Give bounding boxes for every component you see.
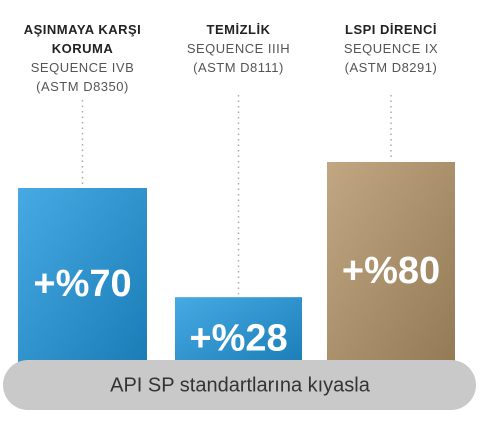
value-label: +%70 xyxy=(33,263,131,305)
category-title: LSPI DİRENCİ xyxy=(345,22,437,37)
standard: (ASTM D8291) xyxy=(344,60,438,75)
standard: (ASTM D8350) xyxy=(36,79,129,94)
test-name: SEQUENCE IX xyxy=(343,41,439,56)
test-name: SEQUENCE IIIH xyxy=(186,41,291,56)
note: API SP standartlarına kıyasla xyxy=(110,374,371,396)
bar-shade xyxy=(175,297,302,370)
category-label: LSPI DİRENCİ SEQUENCE IX (ASTM D8291) xyxy=(329,20,453,77)
test-name: SEQUENCE IVB xyxy=(30,60,135,75)
standard: (ASTM D8111) xyxy=(193,60,284,75)
category-title: AŞINMAYA KARŞI KORUMA xyxy=(23,22,142,56)
category-label: TEMİZLİK SEQUENCE IIIH (ASTM D8111) xyxy=(177,20,301,77)
bar-shade xyxy=(327,162,455,370)
value-label: +%80 xyxy=(342,250,440,292)
bar-shade xyxy=(18,188,147,370)
value-label: +%28 xyxy=(189,318,287,360)
category-title: TEMİZLİK xyxy=(206,22,271,37)
note-pill xyxy=(3,360,476,410)
category-label: AŞINMAYA KARŞI KORUMA SEQUENCE IVB (ASTM D… xyxy=(21,20,145,96)
